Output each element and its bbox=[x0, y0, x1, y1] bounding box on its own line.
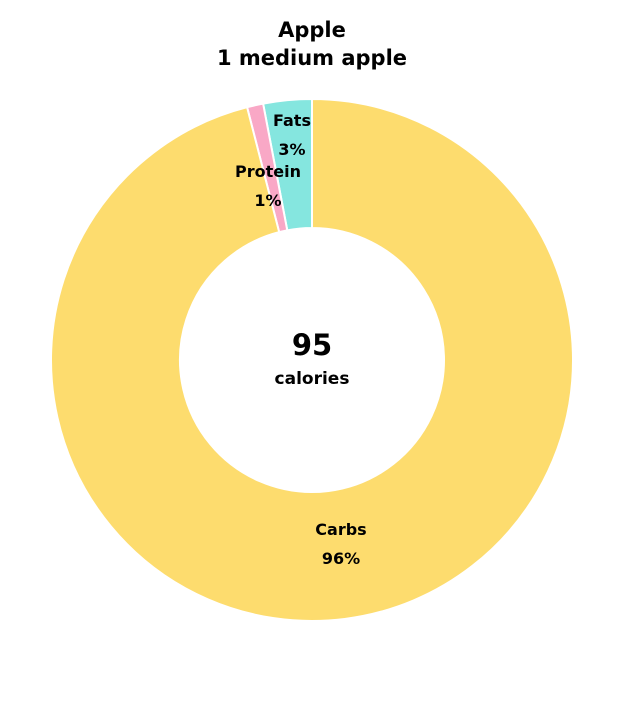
donut-slices bbox=[50, 97, 574, 622]
center-calorie-value: 95 bbox=[292, 328, 332, 362]
slice-label-carbs: Carbs bbox=[315, 520, 366, 539]
center-calorie-unit: calories bbox=[275, 369, 350, 389]
slice-carbs bbox=[50, 97, 574, 622]
chart-subtitle: 1 medium apple bbox=[217, 46, 407, 70]
slice-label-protein: Protein bbox=[235, 162, 301, 181]
slice-value-fats: 3% bbox=[278, 140, 305, 159]
slice-labels: Fats 3% Protein 1% Carbs 96% bbox=[235, 111, 367, 568]
slice-value-protein: 1% bbox=[254, 191, 281, 210]
slice-label-fats: Fats bbox=[273, 111, 311, 130]
slice-value-carbs: 96% bbox=[322, 549, 360, 568]
chart-title: Apple bbox=[278, 18, 346, 42]
